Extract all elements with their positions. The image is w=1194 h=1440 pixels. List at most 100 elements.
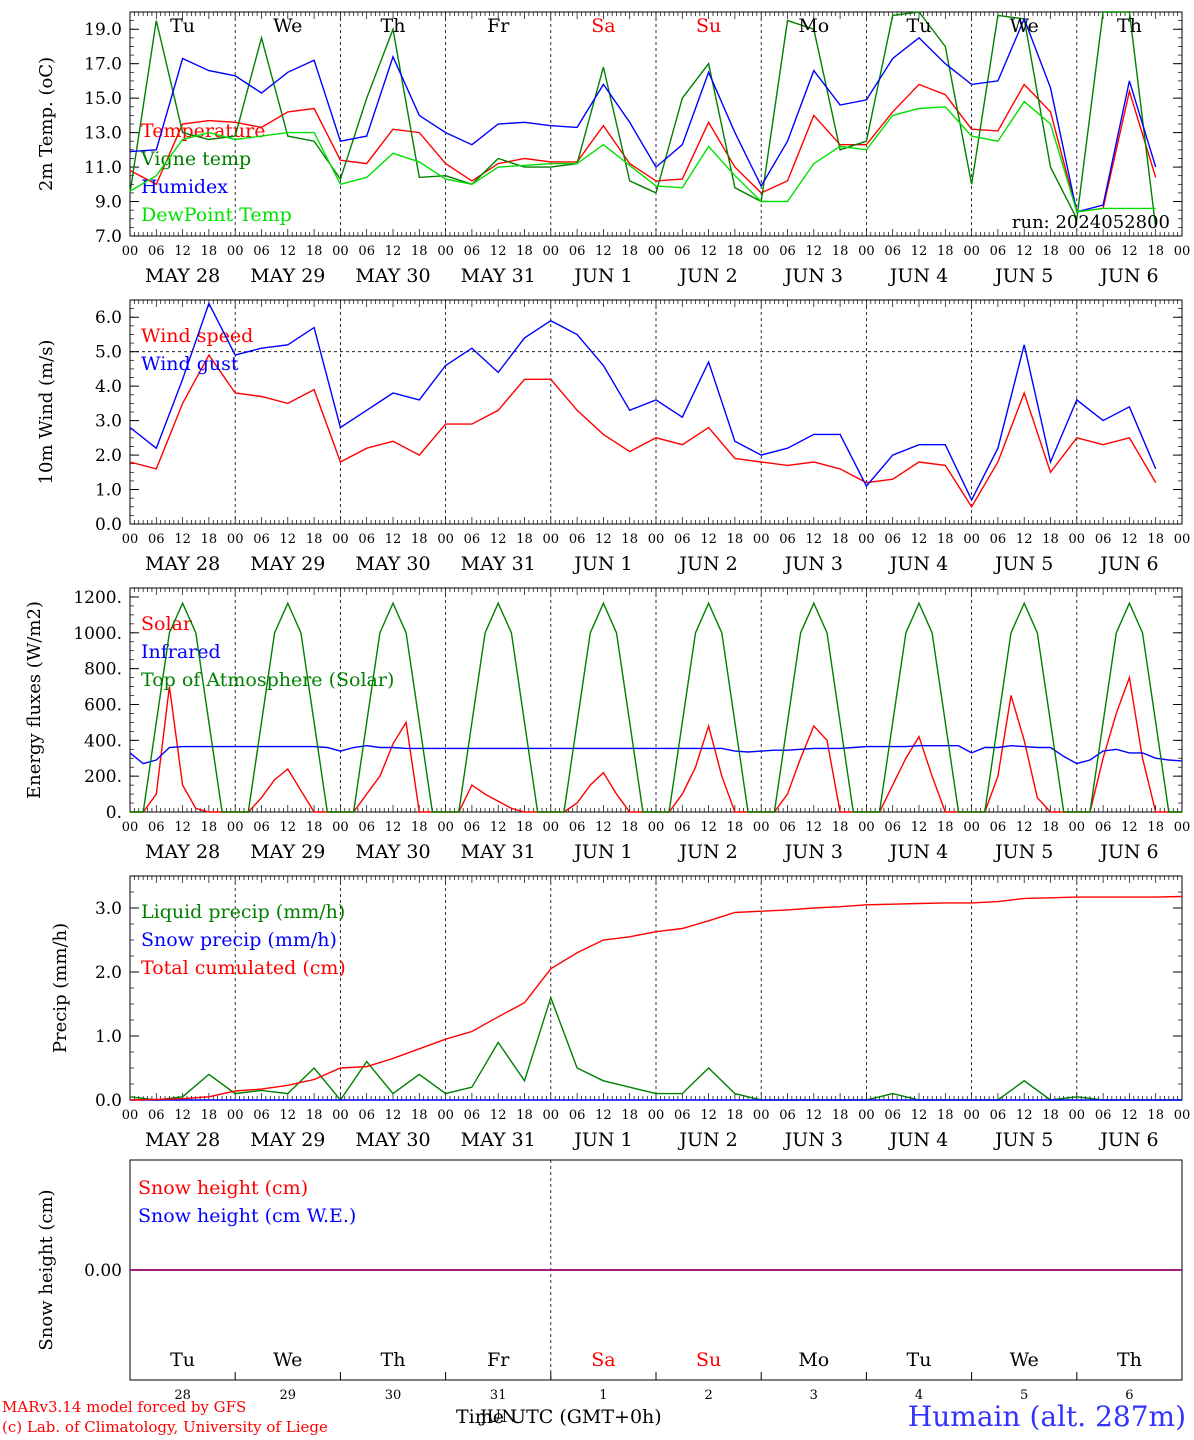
- weekday-label: Sa: [591, 1349, 615, 1371]
- hour-tick-label: 06: [990, 820, 1007, 835]
- hour-tick-label: 06: [674, 244, 691, 259]
- legend-entry: Humidex: [141, 176, 228, 198]
- date-tick-label: MAY 29: [250, 265, 325, 287]
- hour-tick-label: 18: [516, 1108, 533, 1123]
- legend-entry: Snow precip (mm/h): [141, 929, 337, 951]
- hour-tick-label: 12: [595, 820, 612, 835]
- hour-tick-label: 06: [358, 820, 375, 835]
- date-tick-label: MAY 29: [250, 841, 325, 863]
- y-tick-label: 11.0: [84, 158, 122, 178]
- hour-tick-label: 06: [1095, 820, 1112, 835]
- hour-tick-label: 06: [253, 1108, 270, 1123]
- day-number-label: 4: [915, 1388, 923, 1403]
- legend-entry: Wind gust: [141, 353, 239, 375]
- date-tick-label: MAY 30: [355, 841, 430, 863]
- hour-tick-label: 06: [464, 244, 481, 259]
- legend-entry: Top of Atmosphere (Solar): [141, 669, 394, 691]
- y-axis-label: Precip (mm/h): [50, 923, 71, 1053]
- hour-tick-label: 06: [569, 820, 586, 835]
- series-line-3: [130, 601, 1182, 813]
- month-label: JUN: [478, 1407, 516, 1427]
- date-tick-label: MAY 29: [250, 553, 325, 575]
- hour-tick-label: 06: [1095, 244, 1112, 259]
- hour-tick-label: 18: [727, 244, 744, 259]
- hour-tick-label: 06: [884, 820, 901, 835]
- day-number-label: 29: [280, 1388, 297, 1403]
- day-number-label: 6: [1125, 1388, 1133, 1403]
- hour-tick-label: 06: [464, 1108, 481, 1123]
- hour-tick-label: 00: [858, 820, 875, 835]
- weekday-label: Th: [381, 1349, 406, 1371]
- hour-tick-label: 00: [648, 820, 665, 835]
- date-tick-label: JUN 5: [993, 841, 1053, 863]
- hour-tick-label: 18: [832, 1108, 849, 1123]
- y-tick-label: 0.0: [95, 515, 122, 535]
- hour-tick-label: 12: [911, 532, 928, 547]
- hour-tick-label: 12: [1121, 1108, 1138, 1123]
- date-tick-label: JUN 4: [888, 553, 948, 575]
- hour-tick-label: 00: [543, 820, 560, 835]
- day-number-label: 3: [810, 1388, 818, 1403]
- y-tick-label: 5.0: [95, 343, 122, 363]
- hour-tick-label: 06: [253, 244, 270, 259]
- date-tick-label: MAY 29: [250, 1129, 325, 1151]
- hour-tick-label: 18: [411, 820, 428, 835]
- weekday-label: Tu: [170, 15, 195, 37]
- y-tick-label: 400.: [84, 731, 122, 751]
- hour-tick-label: 18: [727, 532, 744, 547]
- hour-tick-label: 18: [937, 1108, 954, 1123]
- hour-tick-label: 00: [963, 244, 980, 259]
- hour-tick-label: 12: [595, 1108, 612, 1123]
- series-line-1: [129, 353, 1157, 509]
- hour-tick-label: 12: [806, 820, 823, 835]
- hour-tick-label: 18: [621, 244, 638, 259]
- plot-frame: [129, 11, 1183, 237]
- hour-tick-label: 12: [1121, 532, 1138, 547]
- hour-tick-label: 06: [358, 532, 375, 547]
- hour-tick-label: 18: [201, 244, 218, 259]
- date-tick-label: JUN 6: [1098, 265, 1158, 287]
- y-tick-label: 1.0: [95, 1027, 122, 1047]
- hour-tick-label: 12: [385, 1108, 402, 1123]
- hour-tick-label: 12: [806, 244, 823, 259]
- date-tick-label: MAY 31: [461, 553, 536, 575]
- hour-tick-label: 18: [621, 820, 638, 835]
- hour-tick-label: 06: [674, 820, 691, 835]
- hour-tick-label: 00: [332, 532, 349, 547]
- hour-tick-label: 00: [648, 244, 665, 259]
- y-tick-label: 7.0: [95, 227, 122, 247]
- hour-tick-label: 00: [227, 1108, 244, 1123]
- hour-tick-label: 12: [174, 820, 191, 835]
- hour-tick-label: 00: [963, 820, 980, 835]
- weekday-label: Mo: [798, 1349, 829, 1371]
- hour-tick-label: 12: [806, 532, 823, 547]
- hour-tick-label: 06: [148, 820, 165, 835]
- hour-tick-label: 00: [122, 820, 139, 835]
- hour-tick-label: 12: [385, 532, 402, 547]
- hour-tick-label: 00: [543, 244, 560, 259]
- y-axis-label: 2m Temp. (oC): [36, 57, 57, 191]
- hour-tick-label: 06: [148, 1108, 165, 1123]
- hour-tick-label: 12: [280, 244, 297, 259]
- hour-tick-label: 00: [227, 820, 244, 835]
- hour-tick-label: 12: [806, 1108, 823, 1123]
- hour-tick-label: 12: [1016, 244, 1033, 259]
- hour-tick-label: 00: [332, 820, 349, 835]
- y-axis-label: Energy fluxes (W/m2): [24, 601, 45, 799]
- hour-tick-label: 12: [1016, 532, 1033, 547]
- hour-tick-label: 12: [700, 1108, 717, 1123]
- hour-tick-label: 18: [1147, 532, 1164, 547]
- y-tick-label: 0.0: [95, 1091, 122, 1111]
- hour-tick-label: 00: [753, 820, 770, 835]
- hour-tick-label: 18: [727, 820, 744, 835]
- hour-tick-label: 00: [858, 532, 875, 547]
- hour-tick-label: 06: [674, 532, 691, 547]
- day-number-label: 5: [1020, 1388, 1028, 1403]
- hour-tick-label: 06: [779, 532, 796, 547]
- hour-tick-label: 18: [1147, 820, 1164, 835]
- hour-tick-label: 00: [753, 244, 770, 259]
- hour-tick-label: 18: [411, 244, 428, 259]
- hour-tick-label: 18: [201, 1108, 218, 1123]
- hour-tick-label: 06: [148, 532, 165, 547]
